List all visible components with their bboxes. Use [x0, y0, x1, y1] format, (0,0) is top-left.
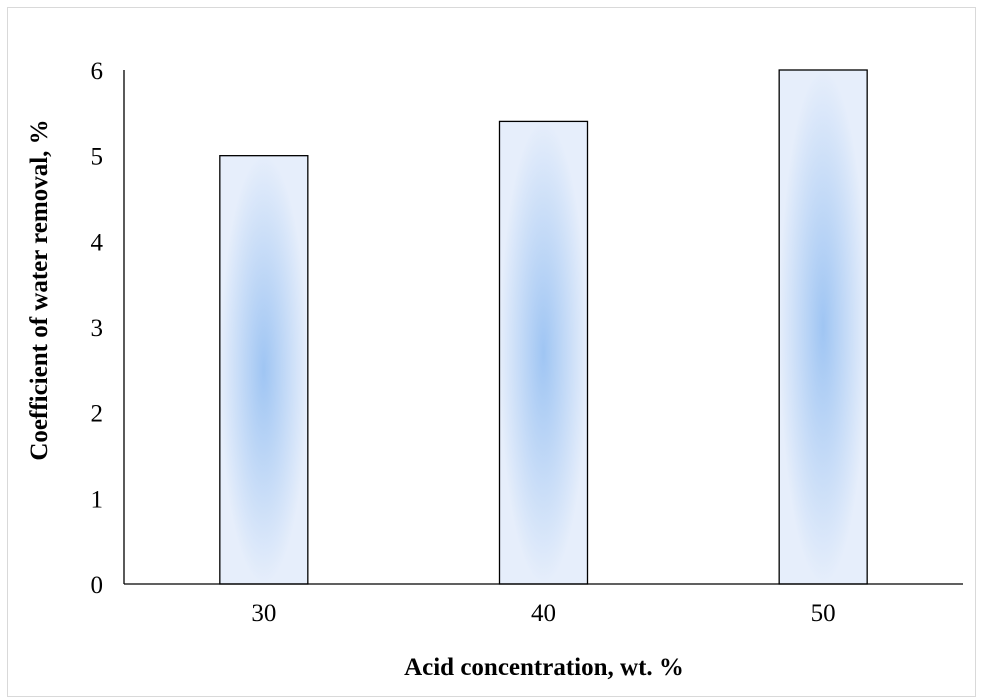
bar-50	[778, 69, 868, 585]
bar-30	[219, 155, 309, 585]
bars-layer	[219, 69, 868, 585]
x-axis-title: Acid concentration, wt. %	[404, 654, 684, 681]
y-tick-label: 5	[91, 144, 104, 171]
x-tick-label: 40	[531, 600, 556, 627]
y-tick-label: 2	[91, 401, 104, 428]
y-tick-label: 4	[91, 229, 104, 256]
y-tick-labels: 0 1 2 3 4 5 6	[91, 58, 104, 599]
y-axis-title: Coefficient of water removal, %	[26, 119, 53, 460]
x-tick-label: 50	[811, 600, 836, 627]
y-tick-label: 3	[91, 315, 104, 342]
x-tick-labels: 30 40 50	[251, 600, 835, 627]
y-tick-label: 1	[91, 486, 104, 513]
y-tick-label: 6	[91, 58, 104, 85]
bar-40	[498, 120, 589, 585]
y-tick-label: 0	[91, 572, 104, 599]
x-tick-label: 30	[251, 600, 276, 627]
